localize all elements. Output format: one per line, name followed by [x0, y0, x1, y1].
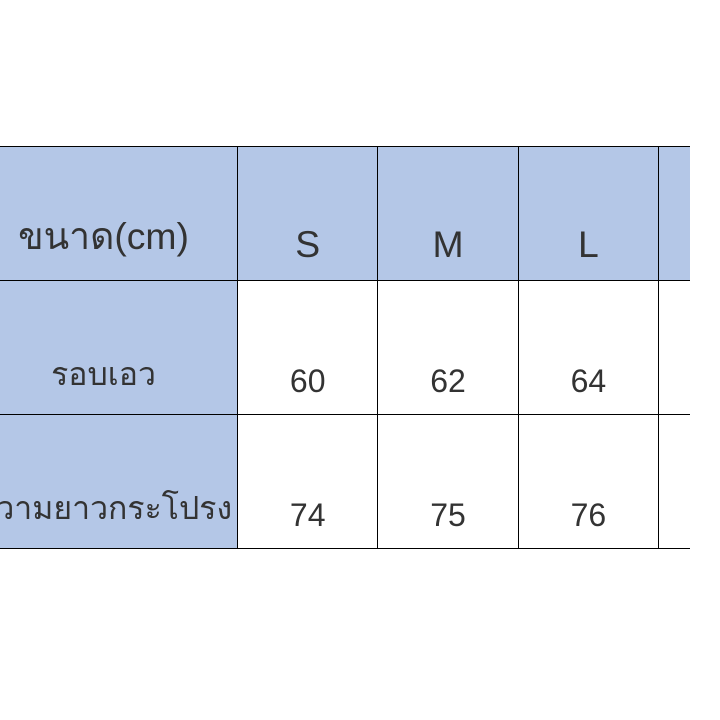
header-size-cut	[659, 147, 690, 281]
row-label-length: ความยาวกระโปรง	[0, 415, 238, 549]
cell-length-m: 75	[378, 415, 518, 549]
table-row: ความยาวกระโปรง 74 75 76	[0, 415, 690, 549]
table-row: รอบเอว 60 62 64	[0, 281, 690, 415]
cell-waist-cut	[659, 281, 690, 415]
cell-length-cut	[659, 415, 690, 549]
cell-length-s: 74	[238, 415, 378, 549]
header-label: ขนาด(cm)	[0, 147, 238, 281]
header-size-m: M	[378, 147, 518, 281]
table-header-row: ขนาด(cm) S M L	[0, 147, 690, 281]
cell-length-l: 76	[518, 415, 658, 549]
page-canvas: ขนาด(cm) S M L รอบเอว 60 62 64 ความยาวกร…	[0, 0, 720, 720]
size-chart-table: ขนาด(cm) S M L รอบเอว 60 62 64 ความยาวกร…	[0, 146, 690, 549]
cell-waist-s: 60	[238, 281, 378, 415]
header-size-s: S	[238, 147, 378, 281]
cell-waist-l: 64	[518, 281, 658, 415]
cell-waist-m: 62	[378, 281, 518, 415]
row-label-waist: รอบเอว	[0, 281, 238, 415]
header-size-l: L	[518, 147, 658, 281]
